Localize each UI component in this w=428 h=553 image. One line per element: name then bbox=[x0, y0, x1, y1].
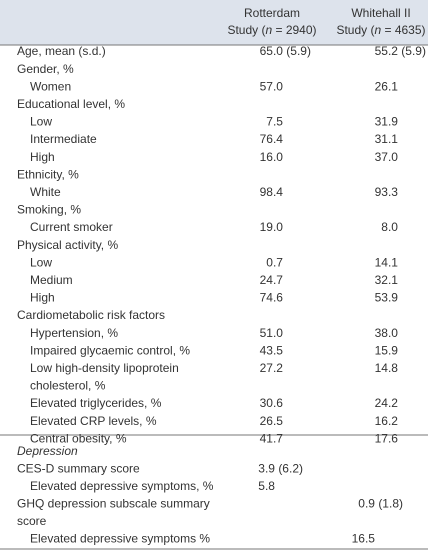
cell-value: 7.5 bbox=[266, 115, 283, 129]
cell-value: 5.8 bbox=[258, 479, 275, 493]
cell-value: 57.0 bbox=[260, 79, 284, 93]
row-label: Elevated depressive symptoms, % bbox=[30, 479, 214, 493]
cell-value: 19.0 bbox=[260, 220, 284, 234]
cell-value: 76.4 bbox=[260, 132, 284, 146]
row-label: Intermediate bbox=[30, 132, 97, 146]
row-label: Educational level, % bbox=[17, 97, 125, 111]
column-study: Study (n = 2940) bbox=[227, 23, 316, 37]
cell-value: 43.5 bbox=[260, 343, 284, 357]
cell-value: 3.9 (6.2) bbox=[258, 461, 303, 475]
row-label: Medium bbox=[30, 273, 73, 287]
row-label: Impaired glycaemic control, % bbox=[30, 343, 190, 357]
cell-value: 16.5 bbox=[352, 532, 376, 546]
row-label: cholesterol, % bbox=[30, 379, 106, 393]
cell-value: 14.8 bbox=[375, 361, 399, 375]
cell-value: 32.1 bbox=[375, 273, 399, 287]
cell-value: 8.0 bbox=[381, 220, 398, 234]
row-label: Elevated CRP levels, % bbox=[30, 414, 157, 428]
row-label: Ethnicity, % bbox=[17, 167, 79, 181]
row-label: score bbox=[17, 514, 47, 528]
row-label: Smoking, % bbox=[17, 203, 81, 217]
column-study-part: Study ( bbox=[227, 23, 265, 37]
header-background bbox=[0, 0, 428, 45]
cell-value: 74.6 bbox=[260, 291, 284, 305]
row-label: Elevated depressive symptoms % bbox=[30, 532, 210, 546]
cell-value: 16.2 bbox=[375, 414, 399, 428]
cell-value: 31.9 bbox=[375, 115, 399, 129]
cell-value: 24.2 bbox=[375, 396, 399, 410]
cell-value: 16.0 bbox=[260, 150, 284, 164]
row-label: High bbox=[30, 150, 55, 164]
column-name: Rotterdam bbox=[244, 6, 300, 20]
row-label: Hypertension, % bbox=[30, 326, 118, 340]
cell-value: 93.3 bbox=[375, 185, 399, 199]
column-name: Whitehall II bbox=[351, 6, 410, 20]
cell-value: 41.7 bbox=[260, 431, 284, 445]
column-study-part: n bbox=[265, 23, 272, 37]
cell-value: 24.7 bbox=[260, 273, 284, 287]
column-study-part: = 2940) bbox=[272, 23, 316, 37]
row-label: Low bbox=[30, 255, 52, 269]
row-label: Cardiometabolic risk factors bbox=[17, 308, 165, 322]
cell-value: 55.2 (5.9) bbox=[375, 44, 426, 58]
column-study-part: Study ( bbox=[336, 23, 374, 37]
row-label: Low bbox=[30, 115, 52, 129]
cell-value: 98.4 bbox=[260, 185, 284, 199]
row-label: Central obesity, % bbox=[30, 431, 127, 445]
cell-value: 0.9 (1.8) bbox=[358, 496, 403, 510]
row-label: Gender, % bbox=[17, 62, 74, 76]
cell-value: 51.0 bbox=[260, 326, 284, 340]
row-label: Current smoker bbox=[30, 220, 113, 234]
column-study-part: n bbox=[374, 23, 381, 37]
column-study-part: = 4635) bbox=[381, 23, 425, 37]
row-label: Elevated triglycerides, % bbox=[30, 396, 162, 410]
cell-value: 27.2 bbox=[260, 361, 284, 375]
row-label: GHQ depression subscale summary bbox=[17, 496, 210, 510]
row-label: Low high-density lipoprotein bbox=[30, 361, 179, 375]
column-study: Study (n = 4635) bbox=[336, 23, 425, 37]
cell-value: 15.9 bbox=[375, 343, 399, 357]
cell-value: 17.6 bbox=[375, 431, 399, 445]
row-label: High bbox=[30, 291, 55, 305]
cell-value: 65.0 (5.9) bbox=[260, 44, 311, 58]
cell-value: 26.5 bbox=[260, 414, 284, 428]
section-heading: Depression bbox=[17, 444, 78, 458]
row-label: Age, mean (s.d.) bbox=[17, 44, 106, 58]
cell-value: 26.1 bbox=[375, 79, 399, 93]
cell-value: 0.7 bbox=[266, 255, 283, 269]
row-label: White bbox=[30, 185, 61, 199]
row-label: Women bbox=[30, 79, 71, 93]
cell-value: 37.0 bbox=[375, 150, 399, 164]
cell-value: 38.0 bbox=[375, 326, 399, 340]
cell-value: 53.9 bbox=[375, 291, 399, 305]
row-label: Physical activity, % bbox=[17, 238, 118, 252]
cell-value: 14.1 bbox=[375, 255, 399, 269]
row-label: CES-D summary score bbox=[17, 461, 140, 475]
cell-value: 30.6 bbox=[260, 396, 284, 410]
cell-value: 31.1 bbox=[375, 132, 399, 146]
